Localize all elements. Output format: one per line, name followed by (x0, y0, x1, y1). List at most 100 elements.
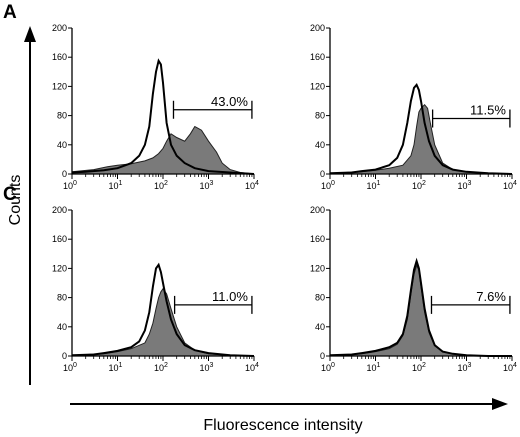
panel-b: B0408012016020010010110210310411.5% (310, 2, 520, 191)
x-tick-exponent: 2 (422, 362, 426, 369)
x-tick-base: 10 (412, 363, 422, 373)
y-tick-label: 200 (52, 205, 67, 215)
x-tick-exponent: 2 (164, 180, 168, 187)
x-tick-exponent: 1 (377, 180, 381, 187)
x-tick-base: 10 (503, 181, 513, 191)
x-tick-exponent: 2 (164, 362, 168, 369)
y-tick-label: 0 (320, 169, 325, 179)
y-tick-label: 40 (57, 140, 67, 150)
x-tick-label: 100 (321, 362, 335, 373)
y-tick-label: 40 (315, 322, 325, 332)
outline-histogram (329, 83, 513, 175)
x-tick-label: 101 (367, 180, 381, 191)
x-tick-exponent: 3 (468, 362, 472, 369)
outline-histogram (71, 58, 255, 175)
x-tick-exponent: 3 (210, 180, 214, 187)
x-tick-base: 10 (63, 363, 73, 373)
x-tick-label: 103 (458, 180, 472, 191)
gate-percent-label: 43.0% (211, 94, 248, 109)
x-tick-label: 100 (63, 362, 77, 373)
x-tick-label: 103 (458, 362, 472, 373)
y-tick-label: 0 (320, 351, 325, 361)
x-tick-label: 101 (109, 180, 123, 191)
y-tick-label: 160 (310, 52, 325, 62)
x-tick-exponent: 1 (119, 362, 123, 369)
y-tick-label: 160 (52, 234, 67, 244)
outline-histogram (329, 257, 512, 357)
x-tick-label: 103 (200, 362, 214, 373)
x-tick-exponent: 1 (119, 180, 123, 187)
y-tick-label: 160 (310, 234, 325, 244)
x-tick-label: 103 (200, 180, 214, 191)
x-tick-base: 10 (503, 363, 513, 373)
x-tick-label: 104 (245, 362, 259, 373)
x-tick-base: 10 (321, 181, 331, 191)
x-tick-base: 10 (109, 181, 119, 191)
x-tick-base: 10 (109, 363, 119, 373)
x-tick-label: 102 (412, 180, 426, 191)
panel-letter: A (3, 2, 17, 23)
x-tick-exponent: 4 (255, 362, 259, 369)
y-tick-label: 40 (57, 322, 67, 332)
y-axis-arrow (24, 26, 36, 385)
x-tick-exponent: 3 (468, 180, 472, 187)
x-tick-exponent: 4 (255, 180, 259, 187)
x-tick-exponent: 3 (210, 362, 214, 369)
y-tick-label: 120 (310, 263, 325, 273)
y-tick-label: 200 (310, 23, 325, 33)
x-tick-base: 10 (245, 363, 255, 373)
y-tick-label: 40 (315, 140, 325, 150)
x-tick-exponent: 0 (331, 362, 335, 369)
panel-d: D040801201602001001011021031047.6% (310, 184, 520, 373)
y-tick-label: 0 (62, 169, 67, 179)
x-tick-label: 102 (412, 362, 426, 373)
filled-histogram (71, 125, 255, 175)
x-tick-exponent: 0 (73, 180, 77, 187)
y-tick-label: 80 (57, 111, 67, 121)
y-tick-label: 0 (62, 351, 67, 361)
x-tick-base: 10 (367, 363, 377, 373)
x-tick-base: 10 (245, 181, 255, 191)
y-tick-label: 120 (52, 81, 67, 91)
x-tick-label: 104 (503, 180, 517, 191)
y-tick-label: 80 (315, 111, 325, 121)
x-tick-exponent: 4 (513, 180, 517, 187)
x-tick-base: 10 (154, 363, 164, 373)
x-tick-label: 104 (503, 362, 517, 373)
gate-percent-label: 7.6% (476, 289, 506, 304)
gate-percent-label: 11.5% (470, 103, 506, 118)
x-tick-label: 104 (245, 180, 259, 191)
x-tick-exponent: 1 (377, 362, 381, 369)
x-tick-label: 100 (63, 180, 77, 191)
x-tick-base: 10 (321, 363, 331, 373)
x-tick-label: 101 (109, 362, 123, 373)
x-tick-base: 10 (63, 181, 73, 191)
x-tick-exponent: 2 (422, 180, 426, 187)
panel-letter: C (3, 184, 17, 205)
x-tick-exponent: 0 (73, 362, 77, 369)
x-tick-base: 10 (458, 181, 468, 191)
y-tick-label: 200 (310, 205, 325, 215)
x-tick-base: 10 (458, 363, 468, 373)
y-tick-label: 80 (57, 293, 67, 303)
y-axis-title: Counts (7, 175, 24, 226)
x-axis-title: Fluorescence intensity (203, 417, 362, 434)
x-tick-base: 10 (412, 181, 422, 191)
gate-percent-label: 11.0% (212, 289, 248, 304)
x-tick-base: 10 (154, 181, 164, 191)
histogram-panels: A0408012016020010010110210310443.0%B0408… (3, 2, 520, 373)
x-tick-base: 10 (200, 181, 210, 191)
x-tick-base: 10 (200, 363, 210, 373)
x-tick-base: 10 (367, 181, 377, 191)
y-tick-label: 200 (52, 23, 67, 33)
y-tick-label: 120 (52, 263, 67, 273)
x-tick-label: 100 (321, 180, 335, 191)
x-tick-label: 102 (154, 180, 168, 191)
x-tick-exponent: 0 (331, 180, 335, 187)
y-tick-label: 120 (310, 81, 325, 91)
outline-histogram (71, 262, 255, 357)
x-tick-exponent: 4 (513, 362, 517, 369)
